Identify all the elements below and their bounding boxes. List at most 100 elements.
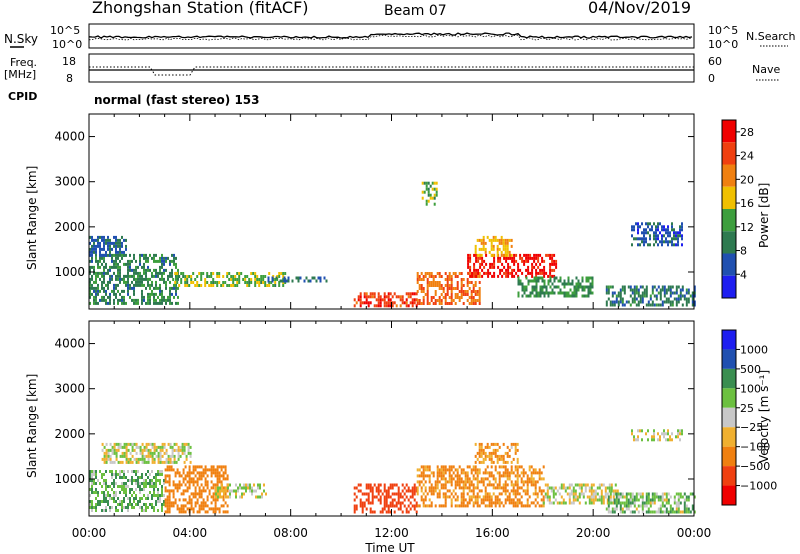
data-cell	[149, 442, 152, 446]
data-cell	[641, 294, 644, 298]
data-cell	[101, 256, 103, 260]
data-cell	[161, 448, 164, 452]
data-cell	[609, 303, 612, 307]
data-cell	[462, 504, 465, 508]
data-cell	[687, 297, 690, 301]
data-cell	[665, 501, 668, 505]
data-cell	[131, 259, 133, 263]
data-cell	[151, 451, 154, 455]
data-cell	[525, 276, 528, 280]
data-cell	[411, 298, 414, 302]
data-cell	[422, 302, 425, 305]
data-cell	[168, 483, 171, 487]
data-cell	[535, 274, 538, 278]
data-cell	[466, 299, 469, 302]
data-cell	[426, 278, 429, 281]
data-cell	[472, 302, 475, 305]
data-cell	[243, 483, 245, 487]
data-cell	[637, 222, 639, 226]
data-cell	[141, 506, 143, 509]
data-cell	[383, 301, 386, 305]
data-cell	[496, 501, 499, 505]
data-cell	[509, 256, 512, 260]
data-cell	[480, 498, 483, 502]
data-cell	[671, 438, 673, 442]
data-cell	[450, 480, 453, 484]
data-cell	[133, 253, 135, 257]
data-cell	[89, 476, 91, 479]
data-cell	[99, 482, 101, 485]
data-cell	[169, 259, 171, 263]
data-cell	[93, 265, 95, 269]
data-cell	[677, 297, 680, 301]
data-cell	[165, 259, 167, 263]
data-cell	[161, 460, 164, 464]
data-cell	[221, 486, 223, 490]
data-cell	[155, 268, 157, 272]
data-cell	[450, 483, 453, 487]
data-cell	[89, 503, 91, 506]
data-cell	[178, 498, 181, 502]
data-cell	[141, 476, 143, 479]
data-cell	[284, 272, 287, 275]
data-cell	[385, 304, 388, 308]
data-cell	[208, 468, 211, 472]
data-cell	[247, 486, 249, 490]
data-cell	[683, 297, 686, 301]
data-cell	[208, 489, 211, 493]
data-cell	[105, 485, 107, 488]
data-cell	[95, 506, 97, 509]
data-cell	[91, 476, 93, 479]
data-cell	[109, 460, 112, 464]
data-cell	[444, 299, 447, 302]
data-cell	[537, 259, 540, 263]
data-cell	[525, 294, 528, 298]
data-cell	[468, 281, 471, 284]
data-cell	[107, 301, 109, 305]
data-cell	[456, 474, 459, 478]
data-cell	[444, 284, 447, 287]
data-cell	[667, 231, 669, 235]
data-cell	[526, 477, 529, 481]
data-cell	[629, 492, 632, 496]
data-cell	[448, 278, 451, 281]
panel-background	[89, 114, 694, 309]
data-cell	[255, 489, 257, 493]
data-cell	[251, 486, 253, 490]
data-cell	[111, 488, 113, 491]
data-cell	[525, 285, 528, 289]
data-cell	[434, 483, 437, 487]
data-cell	[497, 256, 500, 260]
data-cell	[159, 448, 162, 452]
data-cell	[129, 274, 131, 278]
data-cell	[165, 280, 167, 284]
data-cell	[429, 184, 432, 188]
data-cell	[405, 301, 408, 305]
data-cell	[583, 285, 586, 289]
data-cell	[194, 492, 197, 496]
data-cell	[600, 501, 603, 505]
data-cell	[466, 284, 469, 287]
data-cell	[625, 498, 628, 502]
data-cell	[133, 448, 136, 452]
data-cell	[559, 291, 562, 295]
data-cell	[188, 507, 191, 511]
data-cell	[161, 503, 163, 506]
data-cell	[185, 454, 188, 458]
data-cell	[478, 302, 481, 305]
data-cell	[432, 284, 435, 287]
data-cell	[578, 483, 581, 487]
data-cell	[143, 509, 145, 512]
data-cell	[137, 503, 139, 506]
data-cell	[553, 279, 556, 283]
data-cell	[257, 486, 259, 490]
data-cell	[496, 498, 499, 502]
data-cell	[202, 507, 205, 511]
nsky-label: N.Sky	[4, 32, 38, 46]
data-cell	[578, 495, 581, 499]
data-cell	[101, 286, 103, 290]
data-cell	[99, 289, 101, 293]
data-cell	[379, 301, 382, 305]
data-cell	[522, 471, 525, 475]
